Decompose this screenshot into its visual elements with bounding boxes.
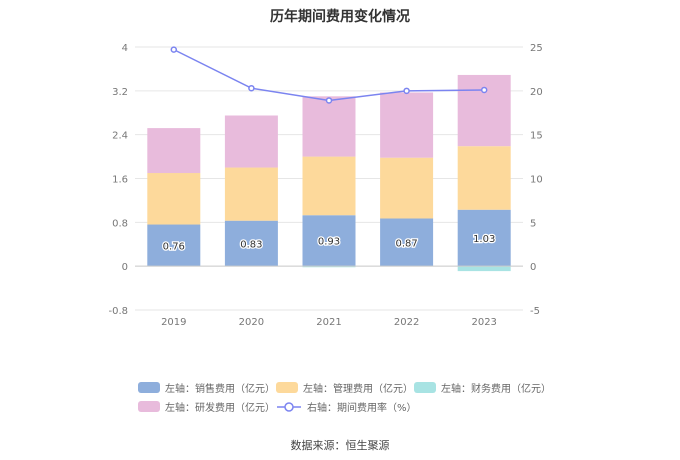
bar-segment (457, 266, 511, 272)
legend-admin-swatch (276, 382, 298, 393)
rate-point (403, 87, 410, 95)
bar-value-label: 0.83 (240, 239, 262, 250)
legend-sales[interactable]: 左轴：销售费用（亿元） (138, 380, 275, 395)
right-tick-label: 5 (530, 218, 536, 229)
legend-rate[interactable]: 右轴：期间费用率（%） (276, 399, 417, 414)
chart-title: 历年期间费用变化情况 (270, 9, 410, 25)
right-tick-label: -5 (530, 306, 540, 317)
rate-point (480, 86, 488, 94)
rate-point (325, 97, 333, 104)
bar-segment (457, 209, 511, 267)
bar-segment (147, 224, 201, 267)
left-tick-label: 0 (122, 262, 128, 273)
left-tick-label: 0.8 (112, 218, 128, 229)
x-tick-label: 2023 (471, 317, 496, 328)
bar-segment (457, 74, 511, 147)
bar-segment (147, 128, 201, 174)
left-tick-label: 4 (122, 43, 128, 54)
bar-segment (224, 115, 278, 168)
rate-point (170, 46, 178, 53)
legend-sales-swatch (138, 382, 160, 393)
legend-rd-swatch (138, 401, 160, 412)
legend-rd[interactable]: 左轴：研发费用（亿元） (138, 399, 275, 414)
x-tick-label: 2022 (394, 317, 419, 328)
bar-segment (302, 215, 356, 267)
legend-admin-label: 左轴：管理费用（亿元） (303, 384, 413, 395)
legend-finance[interactable]: 左轴：财务费用（亿元） (414, 380, 551, 395)
rate-line (173, 48, 485, 102)
left-tick-label: 1.6 (112, 175, 128, 186)
right-tick-label: 0 (530, 262, 536, 273)
legend-finance-swatch (414, 382, 436, 393)
bar-segment (224, 167, 278, 221)
bar-segment (380, 218, 434, 267)
right-tick-label: 15 (530, 131, 543, 142)
bar-segment (302, 266, 356, 268)
left-tick-label: 3.2 (112, 87, 128, 98)
legend-rd-label: 左轴：研发费用（亿元） (165, 403, 275, 414)
bar-segment (380, 157, 434, 219)
x-tick-label: 2020 (239, 317, 264, 328)
bar-segment (302, 156, 356, 216)
bar-value-label: 0.87 (395, 238, 417, 249)
data-source: 数据来源：恒生聚源 (290, 439, 390, 452)
bar-value-label: 0.76 (163, 241, 185, 252)
left-tick-label: 2.4 (112, 131, 128, 142)
right-tick-label: 25 (530, 43, 543, 54)
right-tick-label: 20 (530, 87, 543, 98)
x-tick-label: 2019 (161, 317, 186, 328)
left-tick-label: -0.8 (108, 306, 128, 317)
right-tick-label: 10 (530, 175, 543, 186)
rate-point (248, 84, 255, 92)
legend-sales-label: 左轴：销售费用（亿元） (165, 384, 275, 395)
legend-finance-label: 左轴：财务费用（亿元） (441, 384, 551, 395)
legend-rate-label: 右轴：期间费用率（%） (307, 403, 417, 414)
bar-segment (147, 173, 201, 225)
x-tick-label: 2021 (316, 317, 341, 328)
bar-segment (457, 146, 511, 210)
bar-segment (224, 220, 278, 267)
bar-value-label: 1.03 (473, 234, 495, 245)
bar-segment (380, 92, 434, 158)
bar-segment (302, 96, 356, 157)
legend-rate-icon (277, 401, 301, 412)
bar-value-label: 0.93 (318, 237, 340, 248)
legend-admin[interactable]: 左轴：管理费用（亿元） (276, 380, 413, 395)
